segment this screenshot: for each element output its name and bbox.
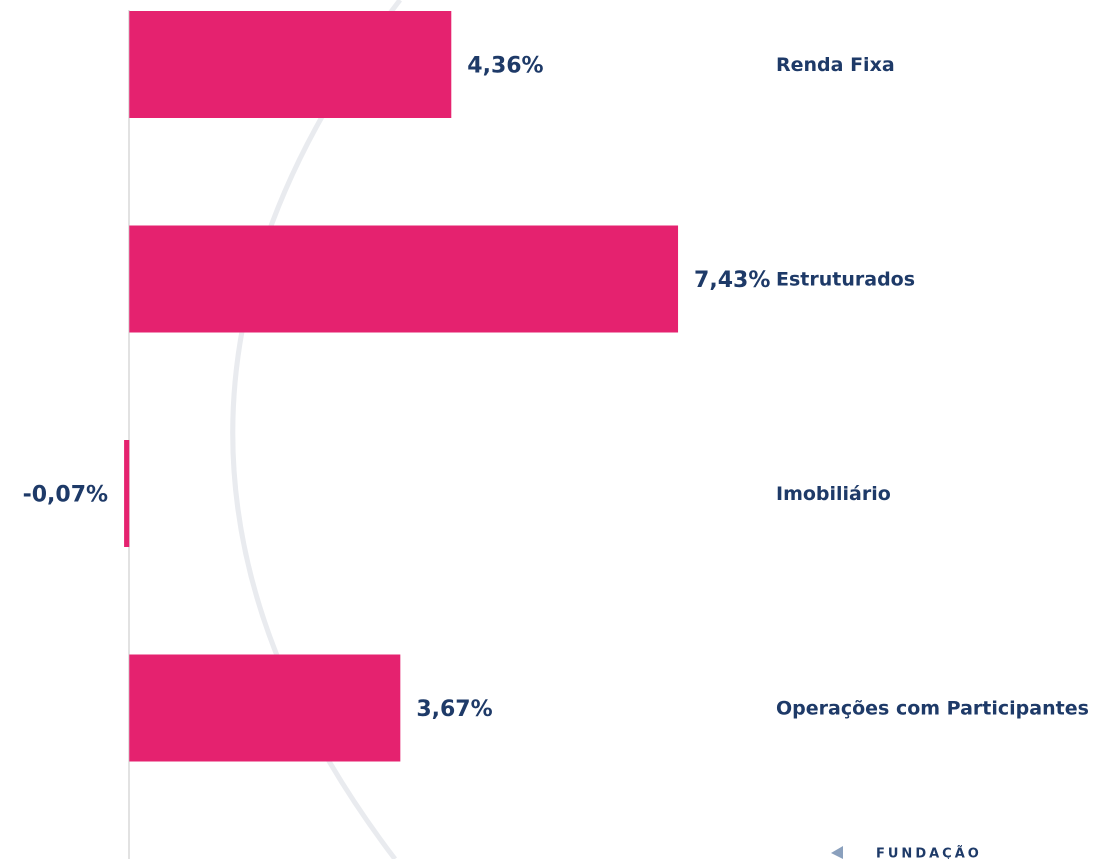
logo-text: FUNDAÇÃO	[876, 846, 982, 859]
category-label: Imobiliário	[776, 483, 891, 505]
value-label: 7,43%	[694, 268, 770, 293]
bar	[124, 440, 130, 547]
category-label: Estruturados	[776, 269, 915, 291]
category-label: Operações com Participantes	[776, 698, 1089, 720]
bar	[129, 225, 679, 333]
logo-icon	[831, 846, 843, 859]
value-label: -0,07%	[23, 483, 108, 508]
category-label: Renda Fixa	[776, 54, 895, 76]
bar	[129, 654, 401, 762]
value-label: 4,36%	[467, 54, 543, 79]
bar	[129, 11, 452, 118]
value-label: 3,67%	[416, 697, 492, 722]
